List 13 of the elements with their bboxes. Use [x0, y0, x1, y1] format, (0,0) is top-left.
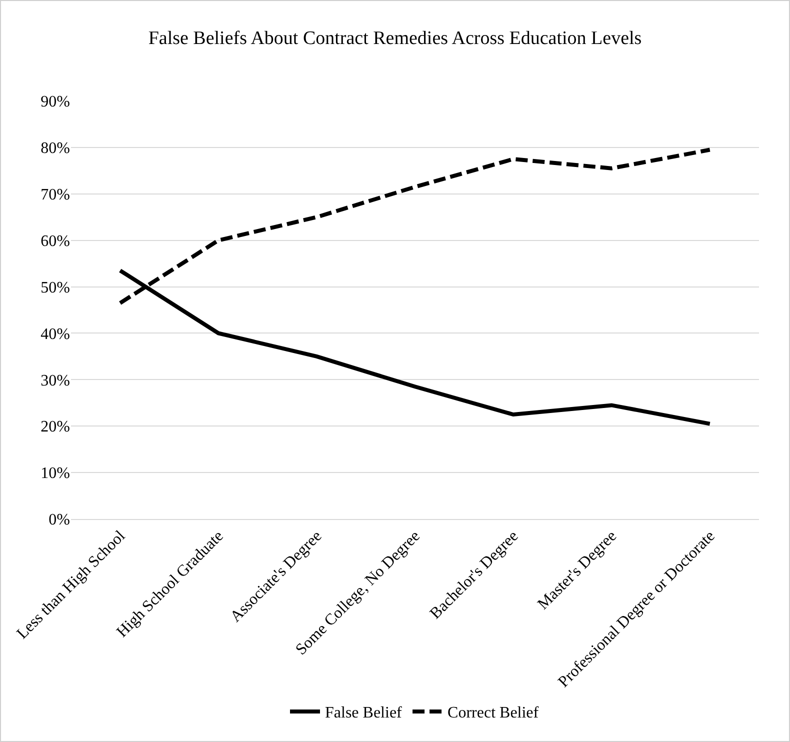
y-tick-label: 10%	[40, 465, 70, 482]
y-tick-label: 30%	[40, 372, 70, 390]
y-tick-label: 90%	[40, 94, 70, 111]
y-tick-label: 80%	[40, 140, 70, 158]
y-tick-label: 50%	[40, 279, 70, 296]
legend-label: Correct Belief	[448, 704, 540, 722]
y-tick-label: 60%	[40, 232, 70, 250]
y-tick-label: 20%	[40, 418, 70, 436]
y-tick-label: 0%	[48, 512, 70, 529]
y-tick-label: 40%	[40, 326, 70, 343]
y-tick-label: 70%	[40, 186, 70, 204]
legend-label: False Belief	[325, 704, 403, 722]
chart-title: False Beliefs About Contract Remedies Across Education Levels	[148, 28, 642, 49]
